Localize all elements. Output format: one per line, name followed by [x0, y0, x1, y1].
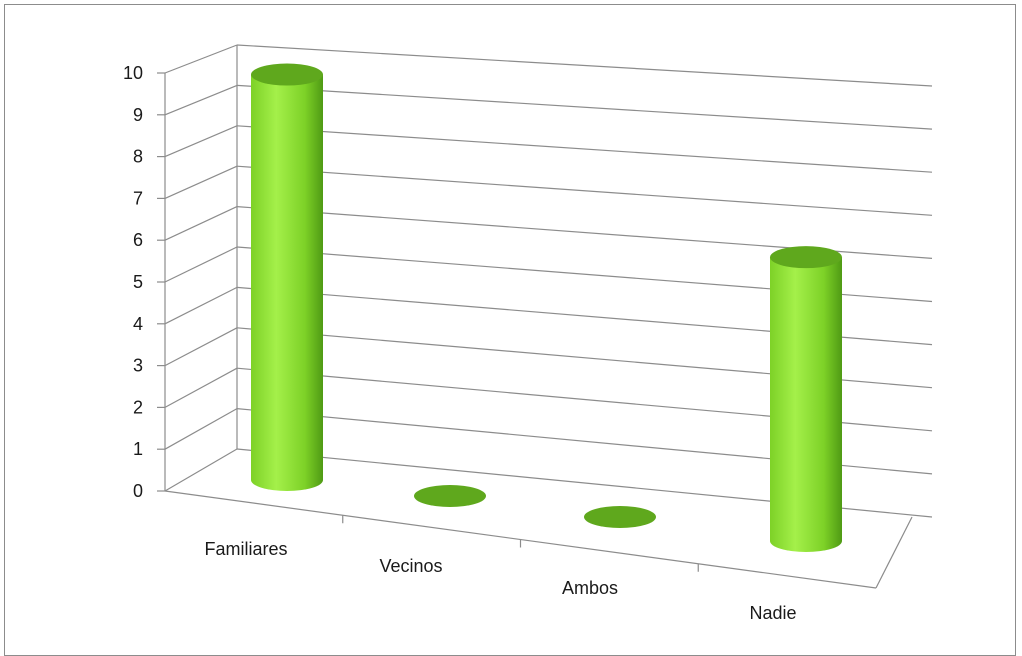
side-gridline: [164, 84, 238, 116]
side-gridline: [164, 286, 238, 325]
side-gridline: [164, 44, 238, 74]
gridline: [236, 84, 933, 130]
side-gridline: [164, 125, 238, 158]
x-category-label: Familiares: [204, 539, 287, 559]
y-tick-label: 5: [133, 272, 143, 292]
bar-ambos: [584, 506, 656, 528]
bar-vecinos: [414, 485, 486, 507]
y-tick-label: 10: [123, 63, 143, 83]
x-category-label: Vecinos: [379, 556, 442, 576]
bar-nadie: [770, 246, 842, 552]
x-category-label: Nadie: [749, 603, 796, 623]
floor-right-edge: [875, 516, 913, 589]
y-tick-label: 8: [133, 147, 143, 167]
y-tick-label: 2: [133, 397, 143, 417]
bar-top: [770, 246, 842, 269]
side-gridline: [164, 165, 238, 199]
side-gridline: [164, 327, 238, 367]
y-tick-label: 0: [133, 481, 143, 501]
gridline: [236, 125, 933, 173]
bar-base: [414, 485, 486, 507]
y-tick-label: 3: [133, 356, 143, 376]
category-labels: Familiares Vecinos Ambos Nadie: [204, 539, 796, 623]
side-gridline: [164, 206, 238, 241]
y-tick-label: 4: [133, 314, 143, 334]
gridline: [236, 44, 933, 87]
side-gridline: [164, 408, 238, 450]
side-gridline: [164, 367, 238, 408]
bar-body: [251, 74, 323, 491]
bar-top: [251, 63, 323, 86]
side-gridline: [164, 448, 238, 492]
bar-body: [770, 257, 842, 552]
y-tick-label: 9: [133, 105, 143, 125]
gridline: [236, 165, 933, 216]
bars: [251, 63, 842, 552]
y-tick-label: 6: [133, 230, 143, 250]
side-gridline: [164, 246, 238, 283]
y-tick-label: 1: [133, 439, 143, 459]
y-tick-labels: 0 1 2 3 4 5 6 7 8 9 10: [123, 63, 143, 501]
x-category-label: Ambos: [562, 578, 618, 598]
bar-base: [584, 506, 656, 528]
bar-familiares: [251, 63, 323, 491]
y-tick-label: 7: [133, 188, 143, 208]
chart-frame: [4, 4, 1016, 656]
axes: [157, 45, 913, 589]
